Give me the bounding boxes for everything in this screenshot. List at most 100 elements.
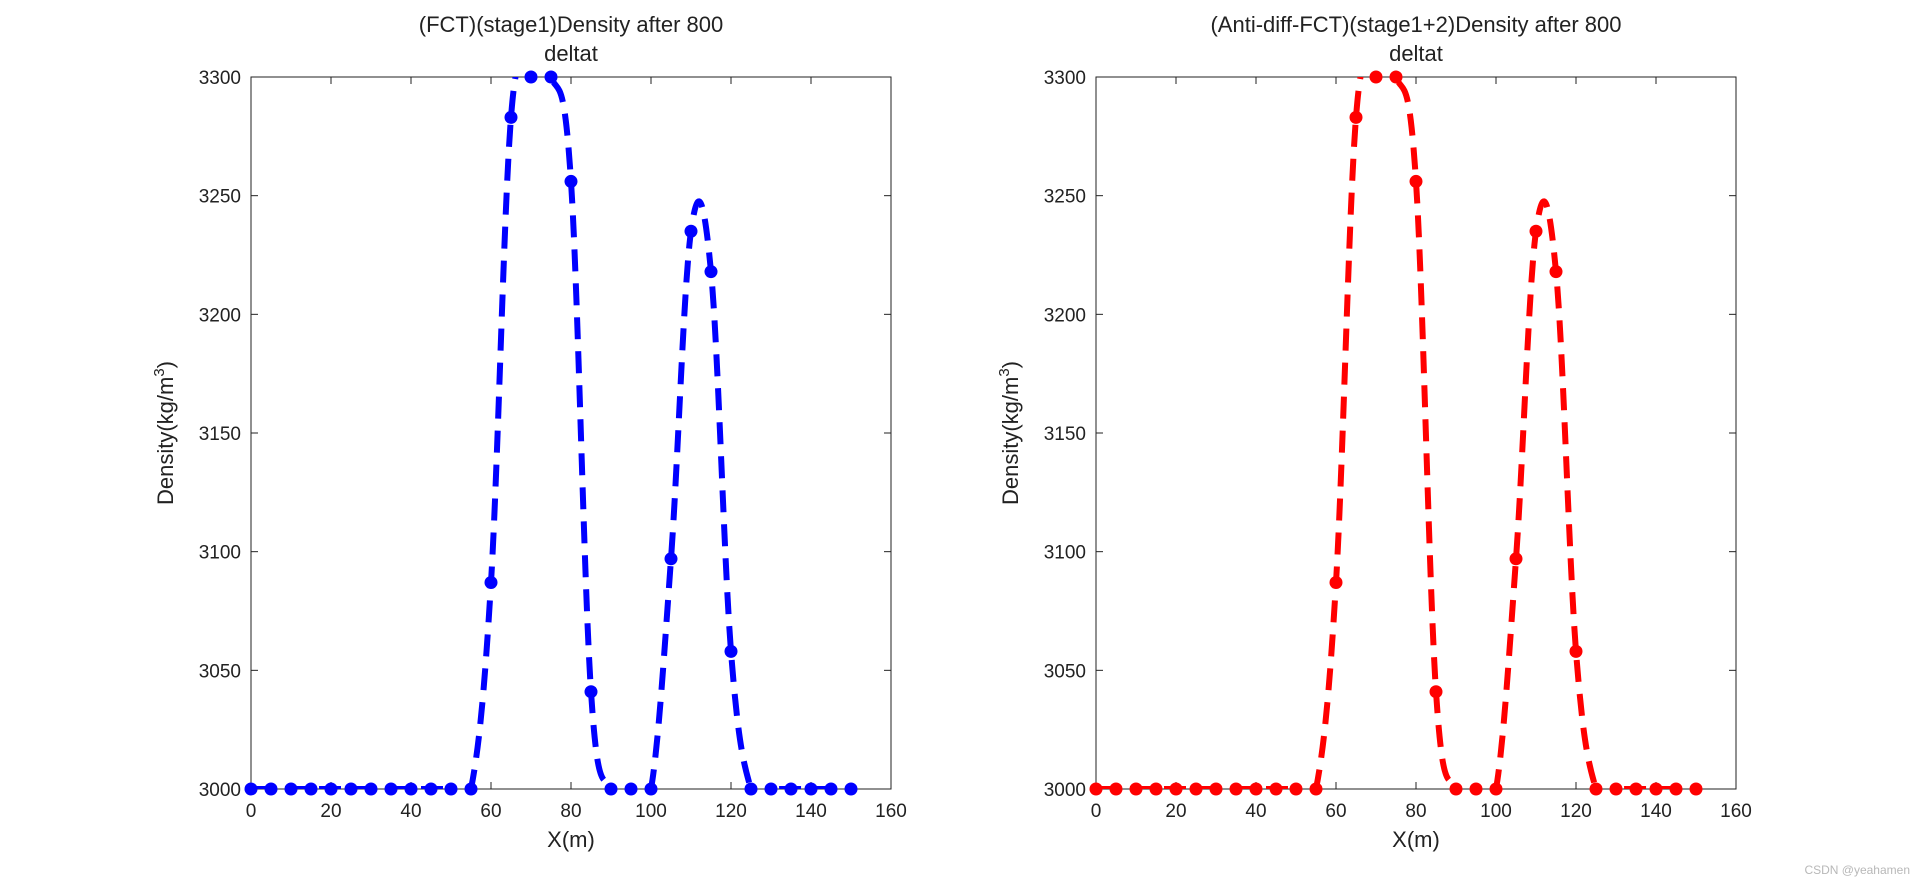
data-point — [784, 782, 798, 796]
data-point — [1129, 782, 1143, 796]
data-point — [1569, 644, 1583, 658]
x-tick-label: 20 — [1165, 801, 1186, 822]
y-tick-label: 3300 — [199, 68, 241, 89]
data-point — [1369, 70, 1383, 84]
y-tick-label: 3150 — [199, 424, 241, 445]
data-point — [1549, 265, 1563, 279]
data-point — [1469, 782, 1483, 796]
x-tick-label: 100 — [635, 801, 667, 822]
data-point — [344, 782, 358, 796]
data-point — [744, 782, 758, 796]
data-point — [544, 70, 558, 84]
data-point — [1269, 782, 1283, 796]
data-point — [464, 782, 478, 796]
data-point — [664, 552, 678, 566]
y-tick-label: 3000 — [199, 780, 241, 801]
x-tick-label: 100 — [1480, 801, 1512, 822]
data-point — [504, 110, 518, 124]
data-point — [804, 782, 818, 796]
y-tick-label: 3250 — [1044, 187, 1086, 208]
data-point — [1189, 782, 1203, 796]
x-tick-label: 120 — [1560, 801, 1592, 822]
data-point — [324, 782, 338, 796]
chart-title-line: (FCT)(stage1)Density after 800 — [419, 12, 723, 37]
y-tick-label: 3100 — [1044, 543, 1086, 564]
data-point — [1529, 224, 1543, 238]
y-tick-label: 3050 — [1044, 661, 1086, 682]
data-point — [1149, 782, 1163, 796]
data-point — [684, 224, 698, 238]
y-axis-label-superscript: 3 — [996, 368, 1013, 376]
x-tick-label: 80 — [560, 801, 581, 822]
x-tick-label: 60 — [1325, 801, 1346, 822]
x-tick-label: 120 — [715, 801, 747, 822]
y-tick-label: 3250 — [199, 187, 241, 208]
data-point — [1249, 782, 1263, 796]
data-point — [1629, 782, 1643, 796]
y-tick-label: 3000 — [1044, 780, 1086, 801]
data-point — [724, 644, 738, 658]
chart-panel-1: 0 20 40 60 80 100 120 140 160 3000 3050 3100 3150 320… — [151, 12, 907, 852]
data-point — [1489, 782, 1503, 796]
data-point — [484, 576, 498, 590]
data-point — [1229, 782, 1243, 796]
x-tick-label: 20 — [320, 801, 341, 822]
data-point — [564, 174, 578, 188]
data-point — [704, 265, 718, 279]
data-point — [624, 782, 638, 796]
data-point — [524, 70, 538, 84]
data-point — [1289, 782, 1303, 796]
x-tick-label: 60 — [480, 801, 501, 822]
data-point — [1309, 782, 1323, 796]
y-axis-label-base: Density(kg/m — [998, 377, 1023, 505]
data-point — [1429, 685, 1443, 699]
y-tick-label: 3200 — [199, 305, 241, 326]
data-point — [1649, 782, 1663, 796]
y-axis-label: Density(kg/m3) — [151, 361, 178, 505]
data-point — [1329, 576, 1343, 590]
data-point — [304, 782, 318, 796]
data-point — [1389, 70, 1403, 84]
data-point — [644, 782, 658, 796]
data-point — [1409, 174, 1423, 188]
x-tick-label: 140 — [795, 801, 827, 822]
data-point — [1209, 782, 1223, 796]
data-point — [1589, 782, 1603, 796]
data-point — [1609, 782, 1623, 796]
data-point — [364, 782, 378, 796]
y-tick-label: 3150 — [1044, 424, 1086, 445]
data-point — [264, 782, 278, 796]
watermark-text: CSDN @yeahamen — [1804, 863, 1910, 877]
y-axis-label-superscript: 3 — [151, 368, 168, 376]
chart-title-line: deltat — [544, 41, 598, 66]
x-tick-label: 160 — [875, 801, 907, 822]
series-line — [1096, 77, 1696, 789]
x-tick-label: 40 — [400, 801, 421, 822]
x-tick-label: 0 — [246, 801, 257, 822]
y-tick-label: 3100 — [199, 543, 241, 564]
data-point — [1089, 782, 1103, 796]
series-line — [251, 77, 851, 789]
data-point — [764, 782, 778, 796]
data-point — [1689, 782, 1703, 796]
data-point — [1349, 110, 1363, 124]
data-point — [1509, 552, 1523, 566]
data-point — [604, 782, 618, 796]
y-axis-label: Density(kg/m3) — [996, 361, 1023, 505]
x-tick-label: 40 — [1245, 801, 1266, 822]
data-point — [1449, 782, 1463, 796]
data-point — [584, 685, 598, 699]
data-point — [444, 782, 458, 796]
y-axis-label-base: Density(kg/m — [153, 377, 178, 505]
data-point — [844, 782, 858, 796]
data-point — [424, 782, 438, 796]
x-tick-label: 80 — [1405, 801, 1426, 822]
x-tick-label: 0 — [1091, 801, 1102, 822]
x-tick-label: 160 — [1720, 801, 1752, 822]
data-point — [384, 782, 398, 796]
chart-panel-2: 0 20 40 60 80 100 120 140 160 3000 3050 3100 3150 320… — [996, 12, 1752, 852]
y-axis-label-end: ) — [998, 361, 1023, 368]
x-axis-label: X(m) — [547, 827, 595, 852]
y-tick-label: 3300 — [1044, 68, 1086, 89]
chart-title-line: deltat — [1389, 41, 1443, 66]
